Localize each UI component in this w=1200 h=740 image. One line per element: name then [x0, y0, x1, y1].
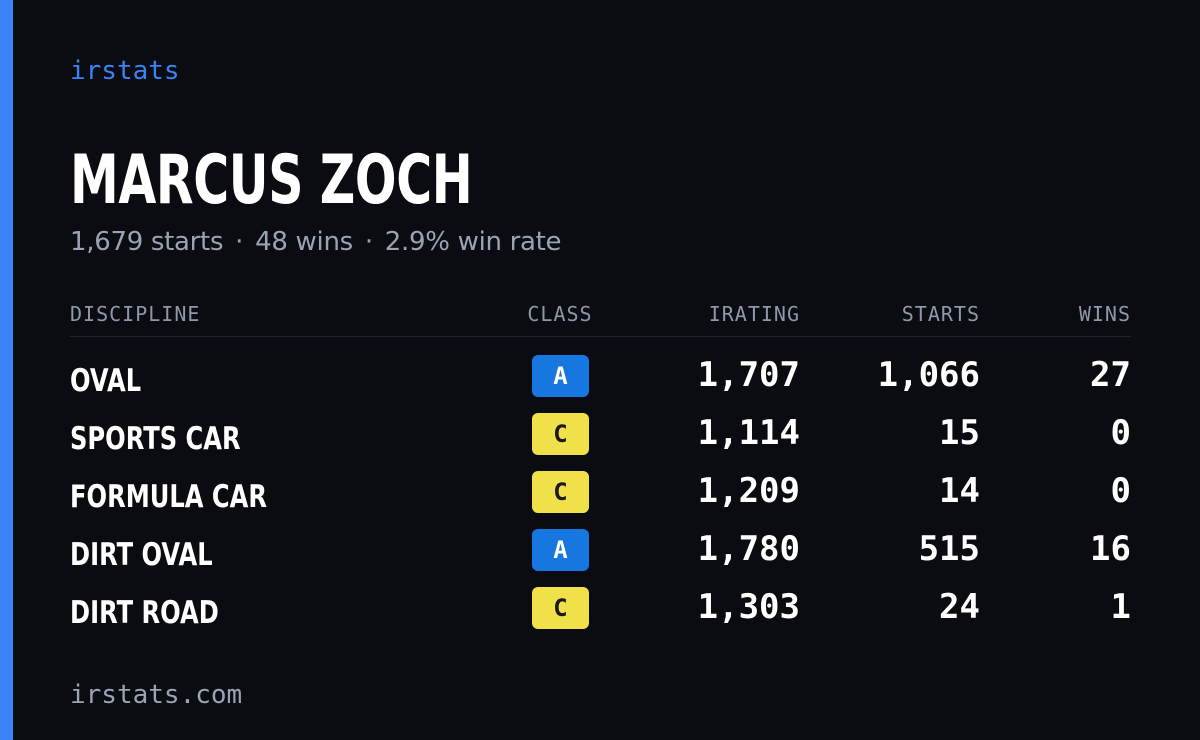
separator: ·: [235, 227, 244, 257]
win-rate: 2.9% win rate: [384, 227, 562, 257]
header-discipline: DISCIPLINE: [70, 302, 201, 326]
starts-value: 515: [918, 529, 980, 569]
header-wins: WINS: [1078, 302, 1131, 326]
separator: ·: [364, 227, 373, 257]
discipline-name: DIRT OVAL: [70, 537, 213, 573]
accent-bar: [0, 0, 13, 740]
table-row: FORMULA CAR C 1,209 14 0: [70, 469, 1131, 527]
total-wins: 48 wins: [255, 227, 353, 257]
irating-value: 1,707: [697, 355, 800, 395]
table-row: OVAL A 1,707 1,066 27: [70, 353, 1131, 411]
table-header: DISCIPLINE CLASS IRATING STARTS WINS: [70, 298, 1131, 337]
table-row: DIRT ROAD C 1,303 24 1: [70, 585, 1131, 643]
license-class-badge: C: [532, 413, 589, 455]
license-class-badge: C: [532, 471, 589, 513]
wins-value: 1: [1110, 587, 1131, 627]
starts-value: 15: [939, 413, 980, 453]
license-class-badge: C: [532, 587, 589, 629]
license-class-badge: A: [532, 355, 589, 397]
driver-summary: 1,679 starts · 48 wins · 2.9% win rate: [70, 227, 562, 257]
irating-value: 1,780: [697, 529, 800, 569]
table-row: SPORTS CAR C 1,114 15 0: [70, 411, 1131, 469]
irating-value: 1,114: [697, 413, 800, 453]
header-irating: IRATING: [708, 302, 800, 326]
starts-value: 1,066: [877, 355, 980, 395]
header-starts: STARTS: [901, 302, 980, 326]
irating-value: 1,303: [697, 587, 800, 627]
table-body: OVAL A 1,707 1,066 27 SPORTS CAR C 1,114…: [70, 353, 1131, 643]
footer-url[interactable]: irstats.com: [70, 680, 243, 710]
discipline-name: DIRT ROAD: [70, 595, 219, 631]
starts-value: 14: [939, 471, 980, 511]
header-class: CLASS: [527, 302, 593, 326]
starts-value: 24: [939, 587, 980, 627]
driver-name: MARCUS ZOCH: [70, 141, 473, 220]
license-class-badge: A: [532, 529, 589, 571]
discipline-name: FORMULA CAR: [70, 479, 268, 515]
wins-value: 0: [1110, 413, 1131, 453]
discipline-name: OVAL: [70, 363, 142, 399]
table-row: DIRT OVAL A 1,780 515 16: [70, 527, 1131, 585]
wins-value: 27: [1090, 355, 1131, 395]
wins-value: 16: [1090, 529, 1131, 569]
discipline-name: SPORTS CAR: [70, 421, 241, 457]
total-starts: 1,679 starts: [70, 227, 224, 257]
irating-value: 1,209: [697, 471, 800, 511]
brand-logo[interactable]: irstats: [70, 56, 180, 86]
discipline-table: DISCIPLINE CLASS IRATING STARTS WINS OVA…: [70, 298, 1131, 631]
wins-value: 0: [1110, 471, 1131, 511]
